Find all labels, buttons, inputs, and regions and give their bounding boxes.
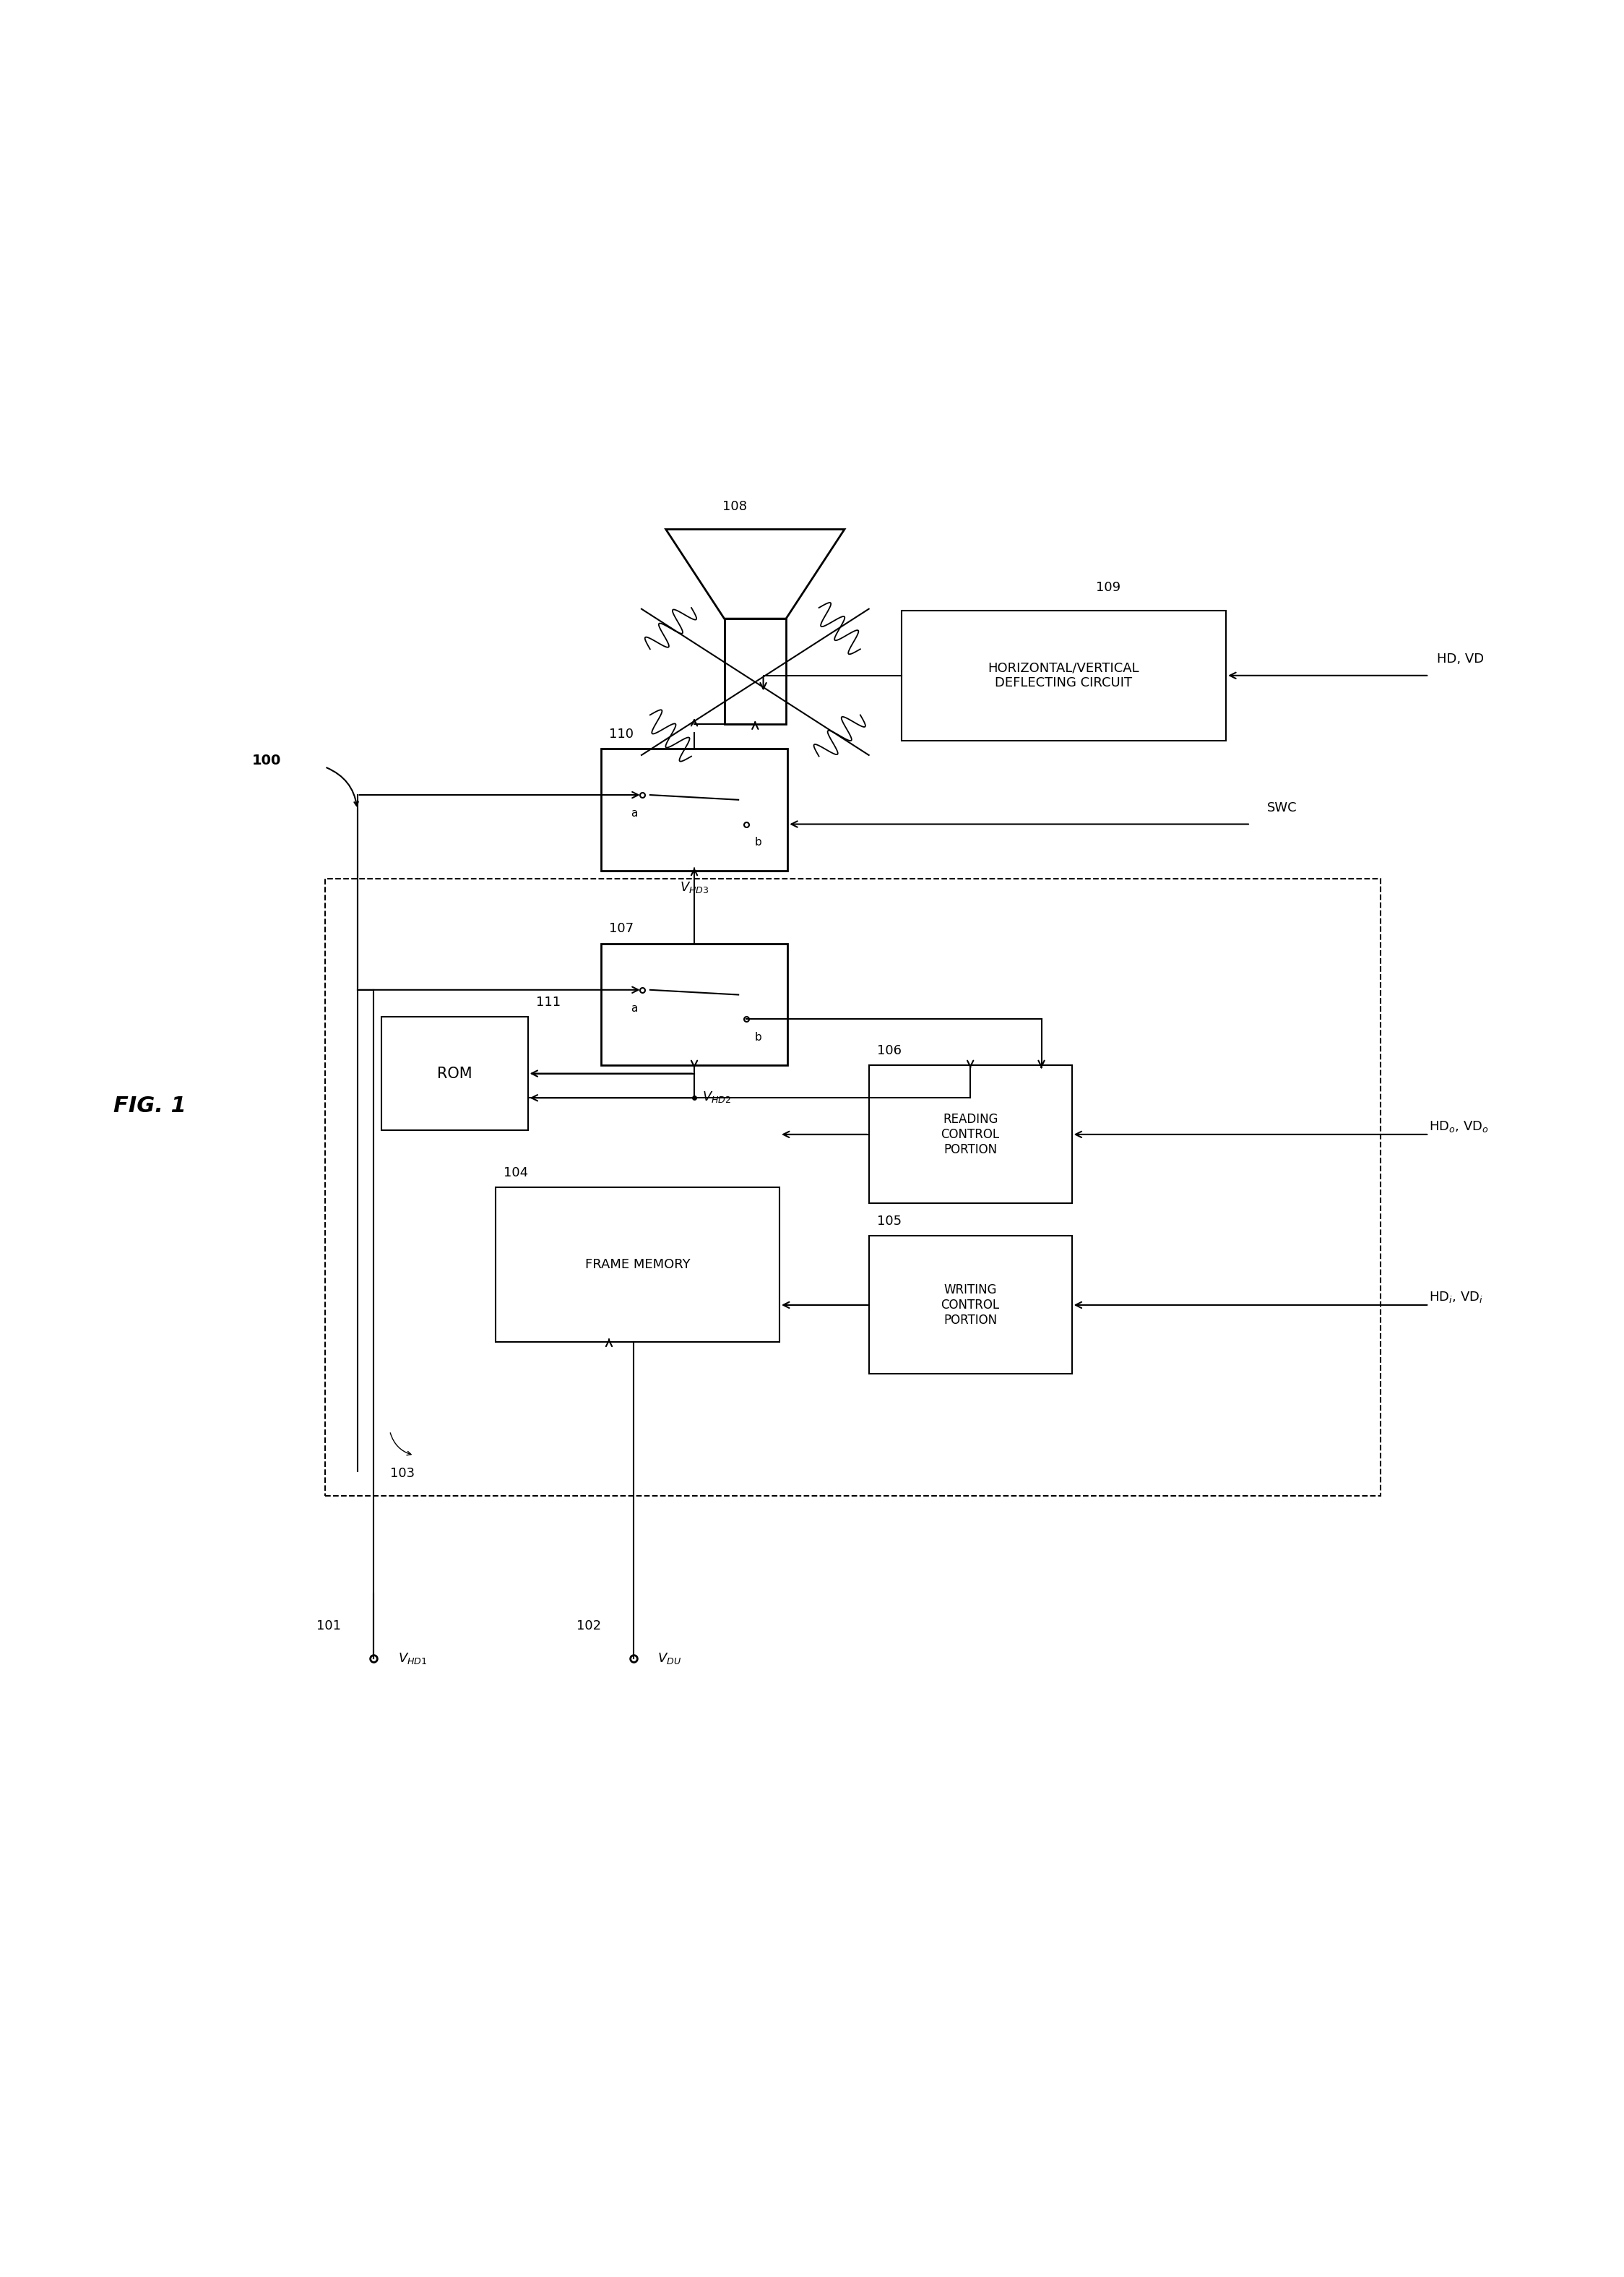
Bar	[495, 1186, 780, 1341]
Text: $V_{HD3}$: $V_{HD3}$	[680, 881, 708, 895]
Bar	[601, 943, 788, 1066]
Text: 103: 103	[390, 1466, 414, 1480]
Text: $V_{DU}$: $V_{DU}$	[658, 1651, 682, 1664]
Text: 107: 107	[609, 922, 633, 936]
Text: HD$_o$, VD$_o$: HD$_o$, VD$_o$	[1429, 1118, 1489, 1134]
Text: $V_{HD1}$: $V_{HD1}$	[398, 1651, 427, 1664]
Bar	[325, 879, 1380, 1496]
Text: 110: 110	[609, 726, 633, 740]
Bar	[724, 619, 786, 724]
Text: 100: 100	[252, 754, 281, 767]
Text: SWC: SWC	[1267, 802, 1298, 815]
Text: a: a	[630, 1002, 637, 1013]
Bar	[869, 1066, 1072, 1205]
Text: 102: 102	[577, 1619, 601, 1633]
Text: 108: 108	[723, 501, 747, 512]
Text: 101: 101	[317, 1619, 341, 1633]
Text: b: b	[755, 1031, 762, 1043]
Bar	[901, 610, 1226, 740]
Bar	[869, 1236, 1072, 1373]
Bar	[382, 1016, 528, 1129]
Text: 109: 109	[1096, 581, 1121, 594]
Text: ROM: ROM	[437, 1066, 473, 1082]
Text: b: b	[755, 838, 762, 847]
Polygon shape	[666, 528, 844, 619]
Text: 111: 111	[536, 995, 560, 1009]
Text: READING
CONTROL
PORTION: READING CONTROL PORTION	[940, 1113, 1000, 1157]
Text: WRITING
CONTROL
PORTION: WRITING CONTROL PORTION	[940, 1284, 1000, 1327]
Text: HD$_i$, VD$_i$: HD$_i$, VD$_i$	[1429, 1289, 1483, 1305]
Bar	[601, 749, 788, 870]
Text: 106: 106	[877, 1045, 901, 1057]
Text: HORIZONTAL/VERTICAL
DEFLECTING CIRCUIT: HORIZONTAL/VERTICAL DEFLECTING CIRCUIT	[987, 663, 1140, 690]
Text: a: a	[630, 808, 637, 820]
Text: $V_{HD2}$: $V_{HD2}$	[702, 1091, 731, 1104]
Text: 105: 105	[877, 1216, 901, 1227]
Text: FIG. 1: FIG. 1	[114, 1095, 187, 1116]
Text: FRAME MEMORY: FRAME MEMORY	[585, 1257, 690, 1271]
Text: 104: 104	[503, 1166, 528, 1179]
Text: HD, VD: HD, VD	[1437, 653, 1484, 665]
